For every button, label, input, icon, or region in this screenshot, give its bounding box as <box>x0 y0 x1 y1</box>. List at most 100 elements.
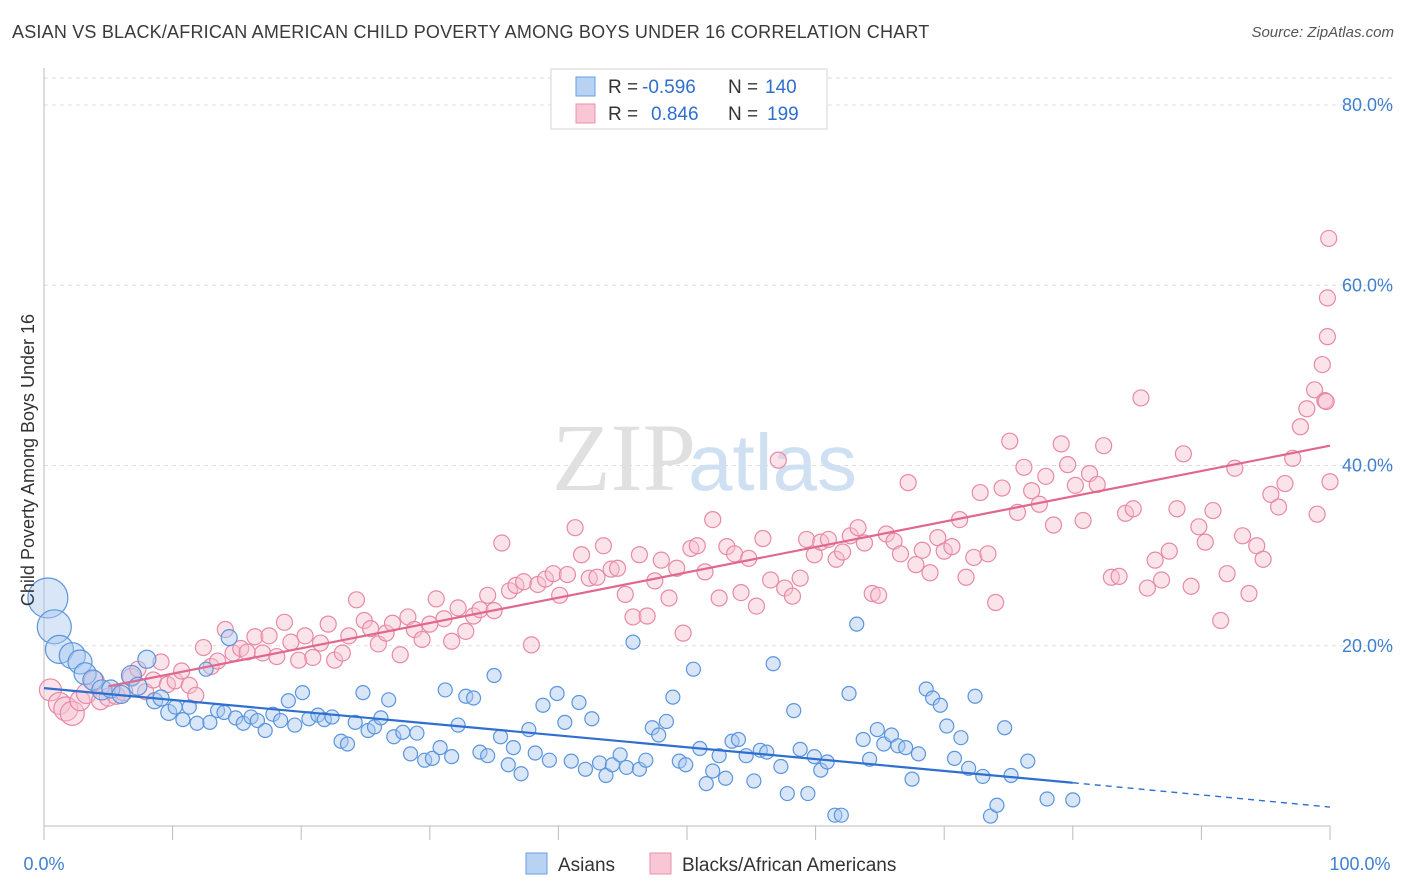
blacks-point-62 <box>493 534 511 552</box>
blacks-point-162 <box>1218 565 1236 583</box>
blacks-point-150 <box>1132 389 1150 407</box>
asians-point-62 <box>492 729 509 745</box>
blacks-point-41 <box>340 627 358 645</box>
asians-point-16 <box>167 699 183 715</box>
blacks-point-104 <box>797 530 816 549</box>
asians-point-42 <box>355 685 371 701</box>
blacks-point-118 <box>899 474 917 492</box>
asians-point-95 <box>717 770 734 786</box>
y-tick-label-0: 20.0% <box>1342 636 1393 656</box>
asians-point-50 <box>409 725 425 741</box>
asians-point-113 <box>841 685 857 702</box>
blacks-point-132 <box>1001 432 1019 450</box>
blacks-point-35 <box>296 627 314 645</box>
x-tick-label-0: 0.0% <box>23 854 64 874</box>
asians-point-86 <box>658 713 675 730</box>
asians-point-128 <box>946 750 963 767</box>
blacks-point-142 <box>1074 511 1092 530</box>
asians-point-72 <box>563 753 579 769</box>
asians-point-94 <box>711 748 727 764</box>
asians-point-55 <box>444 749 460 765</box>
asians-point-29 <box>257 722 273 739</box>
blacks-point-152 <box>1146 551 1164 569</box>
asians-point-99 <box>746 773 762 789</box>
asians-point-3 <box>58 642 86 670</box>
legend-n-value-asians: 140 <box>765 77 797 98</box>
asians-point-48 <box>395 724 411 740</box>
blacks-point-134 <box>1015 458 1033 476</box>
blacks-point-176 <box>1318 328 1337 346</box>
blacks-point-79 <box>616 585 634 603</box>
asians-point-105 <box>786 703 802 719</box>
asians-point-61 <box>486 667 502 684</box>
asians-point-123 <box>910 746 927 762</box>
asians-point-19 <box>189 715 205 731</box>
asians-point-107 <box>800 785 816 802</box>
blacks-point-127 <box>965 548 983 567</box>
asians-point-66 <box>521 721 537 738</box>
blacks-point-19 <box>180 676 198 695</box>
blacks-point-95 <box>732 583 750 602</box>
blacks-point-131 <box>993 479 1011 497</box>
asians-point-122 <box>904 771 920 787</box>
chart-title: ASIAN VS BLACK/AFRICAN AMERICAN CHILD PO… <box>12 22 930 42</box>
x-tick-labels: 0.0% 100.0% <box>23 854 1390 874</box>
asians-point-93 <box>705 763 721 779</box>
blacks-point-180 <box>1321 473 1339 491</box>
asians-point-138 <box>1039 791 1055 807</box>
blacks-point-138 <box>1044 516 1063 534</box>
blacks-point-117 <box>891 545 910 563</box>
asians-point-38 <box>324 709 340 725</box>
blacks-point-65 <box>515 573 533 591</box>
bottom-legend-swatch-blacks <box>649 852 672 875</box>
blacks-point-103 <box>791 569 809 587</box>
blacks-point-92 <box>710 589 728 607</box>
blacks-point-173 <box>1298 400 1316 418</box>
asians-point-97 <box>730 731 747 748</box>
blacks-point-75 <box>588 568 606 586</box>
blacks-point-71 <box>558 565 577 584</box>
asians-point-4 <box>67 649 93 675</box>
blacks-point-21 <box>194 638 213 657</box>
asians-point-129 <box>953 730 969 746</box>
chart-source: Source: ZipAtlas.com <box>1251 24 1394 41</box>
asians-point-104 <box>779 785 795 802</box>
asians-point-24 <box>220 629 238 647</box>
legend-n-label-asians: N = <box>728 77 758 98</box>
blacks-point-158 <box>1190 518 1208 536</box>
blacks-point-172 <box>1291 418 1310 436</box>
asians-point-73 <box>571 694 587 711</box>
blacks-point-181 <box>1317 392 1335 411</box>
blacks-point-80 <box>624 608 642 626</box>
blacks-point-15 <box>152 653 170 671</box>
trend-line-asians <box>43 687 1073 784</box>
asians-point-74 <box>577 761 594 777</box>
asians-point-112 <box>833 807 849 823</box>
axes <box>43 68 1331 840</box>
series-legend: Asians Blacks/African Americans <box>525 852 896 876</box>
watermark: ZIP atlas <box>552 404 857 511</box>
asians-point-83 <box>638 752 654 768</box>
blacks-point-130 <box>987 593 1005 612</box>
blacks-point-81 <box>630 546 649 564</box>
blacks-point-51 <box>413 630 431 649</box>
blacks-point-149 <box>1124 500 1142 518</box>
blacks-point-155 <box>1168 500 1186 518</box>
asians-point-52 <box>424 750 440 767</box>
blacks-point-98 <box>754 529 772 548</box>
blacks-point-175 <box>1313 355 1331 374</box>
asians-point-139 <box>1065 792 1081 808</box>
asians-point-121 <box>898 739 914 756</box>
asians-point-80 <box>618 759 635 776</box>
asians-point-106 <box>792 741 808 757</box>
blacks-point-135 <box>1023 482 1041 500</box>
y-tick-labels: 20.0% 40.0% 60.0% 80.0% <box>1342 95 1393 656</box>
blacks-point-182 <box>1318 289 1337 307</box>
blacks-point-126 <box>957 568 975 586</box>
blacks-point-78 <box>608 559 627 577</box>
blacks-point-30 <box>260 627 278 645</box>
blacks-point-156 <box>1174 445 1192 463</box>
asians-point-92 <box>698 776 714 792</box>
asians-point-41 <box>347 714 363 730</box>
